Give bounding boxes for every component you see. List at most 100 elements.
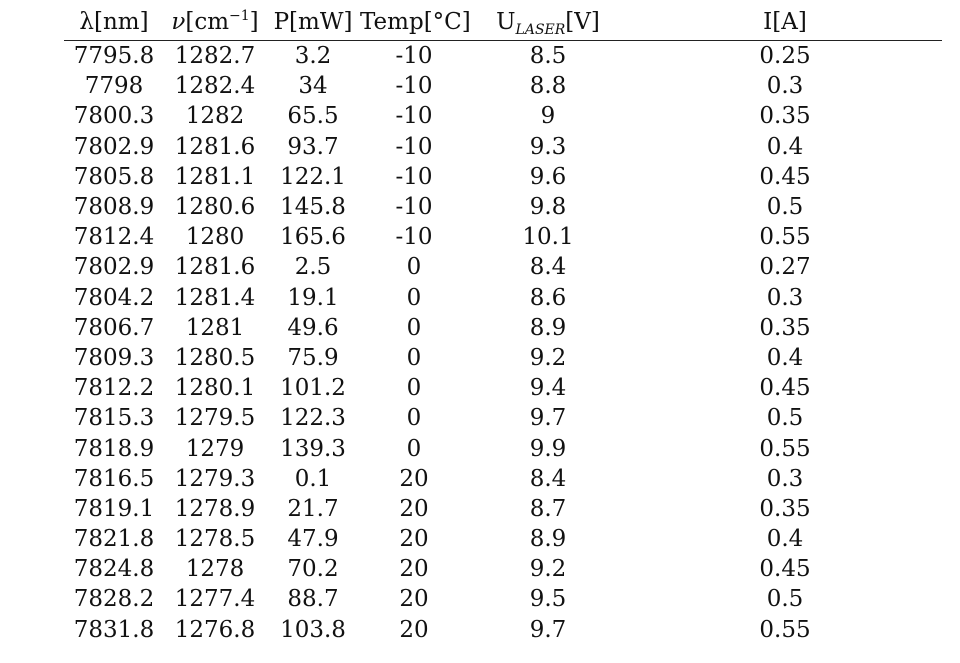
header-wavelength-symbol: λ <box>79 9 94 35</box>
table-row: 7812.2 1280.1 101.2 0 9.4 0.45 <box>64 373 942 403</box>
header-current: I[A] <box>628 4 942 41</box>
cell-wavenumber: 1278 <box>185 556 245 583</box>
table-row: 7806.7 1281 49.6 0 8.9 0.35 <box>64 313 942 343</box>
cell-power: 0.1 <box>294 465 332 492</box>
cell-laser-voltage: 8.4 <box>529 254 567 281</box>
cell-wavenumber: 1281.6 <box>174 133 256 160</box>
table-row: 7809.3 1280.5 75.9 0 9.2 0.4 <box>64 343 942 373</box>
cell-current: 0.35 <box>759 314 811 341</box>
cell-laser-voltage: 8.5 <box>529 43 567 70</box>
header-laser-voltage: ULASER[V] <box>468 4 628 41</box>
cell-current: 0.25 <box>759 43 811 70</box>
cell-laser-voltage: 9.6 <box>529 163 567 190</box>
cell-wavelength: 7819.1 <box>73 495 155 522</box>
header-wavenumber: ν[cm−1] <box>164 4 266 41</box>
header-laser-voltage-main: U <box>496 9 516 35</box>
cell-laser-voltage: 9.2 <box>529 556 567 583</box>
cell-laser-voltage: 8.9 <box>529 314 567 341</box>
cell-temperature: -10 <box>395 73 433 100</box>
cell-wavenumber: 1277.4 <box>174 586 256 613</box>
cell-power: 122.3 <box>280 405 346 432</box>
cell-power: 165.6 <box>280 224 346 251</box>
cell-power: 88.7 <box>287 586 339 613</box>
cell-temperature: 0 <box>406 284 422 311</box>
cell-temperature: 0 <box>406 344 422 371</box>
cell-current: 0.5 <box>766 586 804 613</box>
cell-current: 0.45 <box>759 375 811 402</box>
cell-wavelength: 7828.2 <box>73 586 155 613</box>
cell-power: 21.7 <box>287 495 339 522</box>
header-laser-voltage-subscript: LASER <box>515 22 566 38</box>
cell-temperature: 20 <box>399 586 429 613</box>
cell-power: 3.2 <box>294 43 332 70</box>
header-wavenumber-unit-open: [cm <box>185 9 230 35</box>
cell-laser-voltage: 9.4 <box>529 375 567 402</box>
cell-laser-voltage: 9.2 <box>529 344 567 371</box>
cell-current: 0.3 <box>766 73 804 100</box>
cell-wavelength: 7809.3 <box>73 344 155 371</box>
cell-wavelength: 7831.8 <box>73 616 155 643</box>
cell-wavenumber: 1280.6 <box>174 194 256 221</box>
cell-laser-voltage: 9.7 <box>529 616 567 643</box>
cell-temperature: 0 <box>406 314 422 341</box>
cell-temperature: -10 <box>395 224 433 251</box>
cell-wavelength: 7798 <box>84 73 144 100</box>
table-row: 7805.8 1281.1 122.1 -10 9.6 0.45 <box>64 162 942 192</box>
cell-power: 75.9 <box>287 344 339 371</box>
cell-current: 0.45 <box>759 163 811 190</box>
cell-laser-voltage: 8.9 <box>529 526 567 553</box>
cell-wavelength: 7805.8 <box>73 163 155 190</box>
cell-wavelength: 7808.9 <box>73 194 155 221</box>
cell-laser-voltage: 9.8 <box>529 194 567 221</box>
cell-wavelength: 7800.3 <box>73 103 155 130</box>
cell-wavenumber: 1280.1 <box>174 375 256 402</box>
cell-wavenumber: 1278.9 <box>174 495 256 522</box>
table-row: 7831.8 1276.8 103.8 20 9.7 0.55 <box>64 615 942 645</box>
cell-wavelength: 7816.5 <box>73 465 155 492</box>
cell-power: 93.7 <box>287 133 339 160</box>
table-header: λ[nm] ν[cm−1] P[mW] Temp[°C] ULASER[V] I… <box>64 4 942 41</box>
cell-wavelength: 7812.2 <box>73 375 155 402</box>
header-wavelength: λ[nm] <box>64 4 164 41</box>
header-power: P[mW] <box>266 4 360 41</box>
table-row: 7802.9 1281.6 93.7 -10 9.3 0.4 <box>64 132 942 162</box>
cell-current: 0.3 <box>766 284 804 311</box>
cell-temperature: -10 <box>395 133 433 160</box>
header-wavenumber-unit-exponent: −1 <box>229 8 250 24</box>
table-row: 7802.9 1281.6 2.5 0 8.4 0.27 <box>64 252 942 282</box>
cell-wavenumber: 1282.7 <box>174 43 256 70</box>
table-row: 7815.3 1279.5 122.3 0 9.7 0.5 <box>64 403 942 433</box>
table-row: 7818.9 1279 139.3 0 9.9 0.55 <box>64 433 942 463</box>
cell-wavenumber: 1276.8 <box>174 616 256 643</box>
cell-power: 145.8 <box>280 194 346 221</box>
cell-wavenumber: 1282 <box>185 103 245 130</box>
cell-wavenumber: 1282.4 <box>174 73 256 100</box>
cell-laser-voltage: 8.7 <box>529 495 567 522</box>
header-laser-voltage-unit: [V] <box>565 9 600 35</box>
cell-power: 122.1 <box>280 163 346 190</box>
cell-wavenumber: 1280.5 <box>174 344 256 371</box>
cell-power: 2.5 <box>294 254 332 281</box>
header-temperature: Temp[°C] <box>360 4 471 41</box>
cell-temperature: 0 <box>406 435 422 462</box>
cell-wavelength: 7812.4 <box>73 224 155 251</box>
cell-wavenumber: 1279 <box>185 435 245 462</box>
table-row: 7816.5 1279.3 0.1 20 8.4 0.3 <box>64 464 942 494</box>
cell-power: 49.6 <box>287 314 339 341</box>
cell-laser-voltage: 8.4 <box>529 465 567 492</box>
cell-current: 0.35 <box>759 103 811 130</box>
cell-temperature: 0 <box>406 405 422 432</box>
cell-wavelength: 7818.9 <box>73 435 155 462</box>
cell-wavelength: 7815.3 <box>73 405 155 432</box>
table-row: 7795.8 1282.7 3.2 -10 8.5 0.25 <box>64 41 942 72</box>
cell-current: 0.5 <box>766 405 804 432</box>
cell-laser-voltage: 8.8 <box>529 73 567 100</box>
cell-power: 103.8 <box>280 616 346 643</box>
table-row: 7828.2 1277.4 88.7 20 9.5 0.5 <box>64 584 942 614</box>
cell-wavenumber: 1281.4 <box>174 284 256 311</box>
cell-laser-voltage: 10.1 <box>522 224 574 251</box>
table-row: 7808.9 1280.6 145.8 -10 9.8 0.5 <box>64 192 942 222</box>
cell-power: 65.5 <box>287 103 339 130</box>
laser-measurement-table: λ[nm] ν[cm−1] P[mW] Temp[°C] ULASER[V] I… <box>64 4 942 645</box>
